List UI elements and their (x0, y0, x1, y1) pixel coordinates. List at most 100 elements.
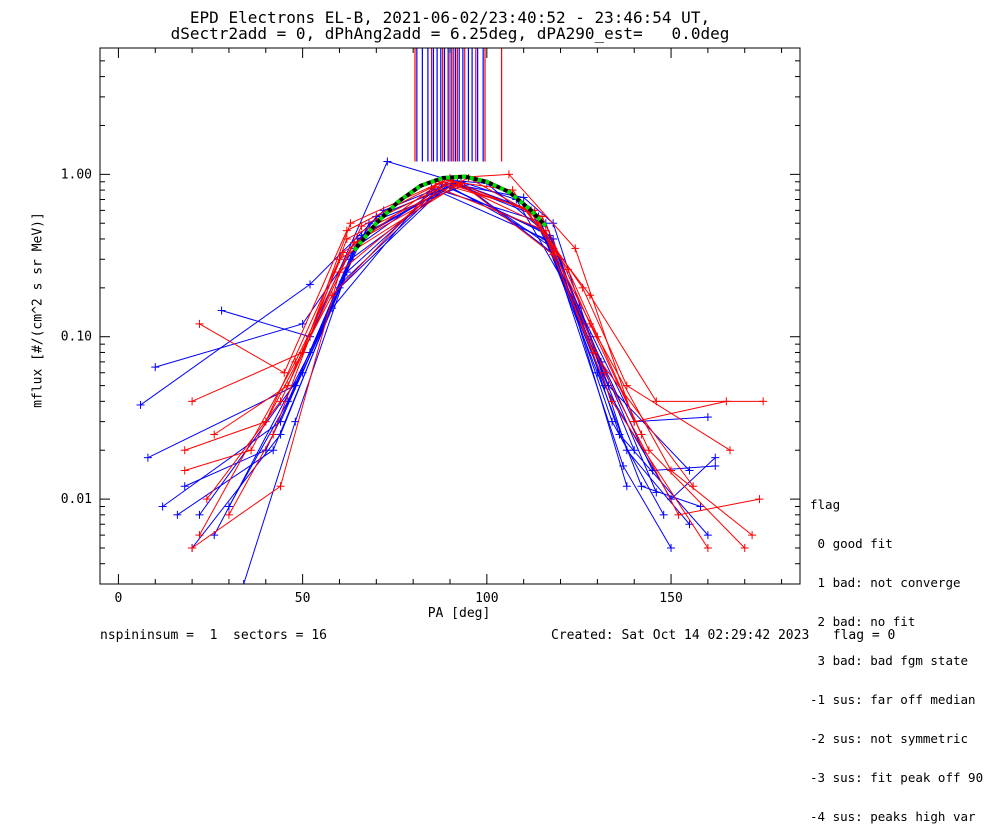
data-point (280, 368, 289, 377)
legend-entry: -3 sus: fit peak off 90 (810, 770, 984, 785)
series-line-red (199, 181, 764, 402)
data-point (726, 446, 734, 455)
series-line-red (228, 177, 731, 516)
legend-entry: -2 sus: not symmetric (810, 731, 969, 746)
x-tick-label: 0 (115, 591, 123, 606)
data-point (180, 446, 189, 455)
data-point (383, 157, 392, 166)
data-point (173, 510, 182, 519)
data-point (711, 461, 720, 470)
legend-entry: 1 bad: not converge (810, 575, 961, 590)
data-point (759, 397, 768, 406)
chart-subtitle: dSectr2add = 0, dPhAng2add = 6.25deg, dP… (170, 24, 730, 43)
x-tick-label: 50 (295, 591, 311, 606)
data-point (269, 446, 278, 455)
data-point (306, 280, 314, 289)
series-line-blue (147, 179, 716, 472)
series-line-blue (162, 184, 701, 508)
data-point (755, 495, 764, 504)
data-point (608, 397, 617, 406)
data-point (703, 531, 712, 540)
data-point (202, 495, 211, 504)
y-tick-label: 1.00 (61, 167, 92, 182)
data-point (600, 368, 609, 377)
data-point (563, 265, 572, 274)
data-point (696, 502, 705, 511)
x-axis-label: PA [deg] (427, 606, 491, 621)
data-point (276, 482, 285, 491)
data-point (652, 488, 661, 497)
legend-entry: 0 good fit (810, 536, 893, 551)
data-point (180, 466, 189, 475)
legend-entry: -1 sus: far off median (810, 692, 976, 707)
data-point (667, 495, 676, 504)
data-point (589, 348, 598, 357)
footer-spin-info: nspininsum = 1 sectors = 16 (100, 628, 327, 643)
data-point (188, 397, 197, 406)
data-point (239, 580, 248, 584)
data-point (431, 182, 440, 191)
data-point (151, 363, 160, 372)
data-point (195, 510, 204, 519)
data-point (711, 453, 720, 462)
series-line-blue (177, 189, 690, 516)
data-point (276, 397, 285, 406)
y-tick-label: 0.01 (61, 492, 92, 507)
legend-entry: 3 bad: bad fgm state (810, 653, 969, 668)
data-point (740, 543, 749, 552)
data-point (224, 502, 233, 511)
data-point (247, 446, 256, 455)
data-point (306, 348, 314, 357)
data-point (674, 510, 683, 519)
data-point (622, 482, 631, 491)
legend-entry: 2 bad: no fit (810, 614, 916, 629)
data-point (342, 234, 351, 243)
data-point (619, 461, 628, 470)
series-line-red (184, 184, 753, 536)
data-point (689, 482, 698, 491)
data-point (269, 430, 278, 439)
y-tick-label: 0.10 (61, 330, 92, 345)
data-point (637, 482, 646, 491)
data-point (630, 446, 639, 455)
data-point (180, 482, 189, 491)
data-point (586, 291, 594, 300)
x-tick-label: 150 (659, 591, 682, 606)
series-line-blue (213, 184, 709, 536)
series-line-blue (221, 160, 628, 487)
data-point (571, 244, 580, 253)
axes-layer: 0 50 100 150 0.01 0.10 1.00 (61, 47, 801, 606)
flag-legend: flag 0 good fit 1 bad: not converge 2 ba… (810, 472, 983, 836)
data-point (224, 510, 233, 519)
data-point (195, 531, 204, 540)
data-point (615, 430, 624, 439)
series-line-blue (191, 185, 657, 549)
data-point (504, 170, 513, 179)
data-point (703, 413, 712, 422)
chart: 0 50 100 150 0.01 0.10 1.00 (61, 47, 801, 606)
footer-created: Created: Sat Oct 14 02:29:42 2023 flag =… (551, 628, 896, 643)
data-point (283, 381, 292, 390)
data-point (217, 306, 226, 315)
data-point (188, 543, 197, 552)
series-line-red (213, 182, 694, 487)
chart-title: EPD Electrons EL-B, 2021-06-02/23:40:52 … (189, 8, 711, 27)
data-point (519, 193, 528, 202)
legend-title: flag (810, 497, 841, 512)
data-point (143, 453, 152, 462)
legend-entry: -4 sus: peaks high var (810, 809, 976, 824)
series-line-red (199, 181, 643, 536)
data-point (703, 543, 712, 552)
data-point (342, 226, 351, 235)
data-point (685, 466, 694, 475)
x-tick-label: 100 (475, 591, 498, 606)
series-layer (136, 48, 768, 584)
data-point (659, 510, 668, 519)
data-point (346, 219, 355, 228)
data-point (339, 248, 348, 257)
series-line-red (184, 186, 760, 516)
data-point (748, 531, 757, 540)
data-point (644, 446, 653, 455)
data-point (136, 400, 145, 409)
data-point (210, 430, 219, 439)
